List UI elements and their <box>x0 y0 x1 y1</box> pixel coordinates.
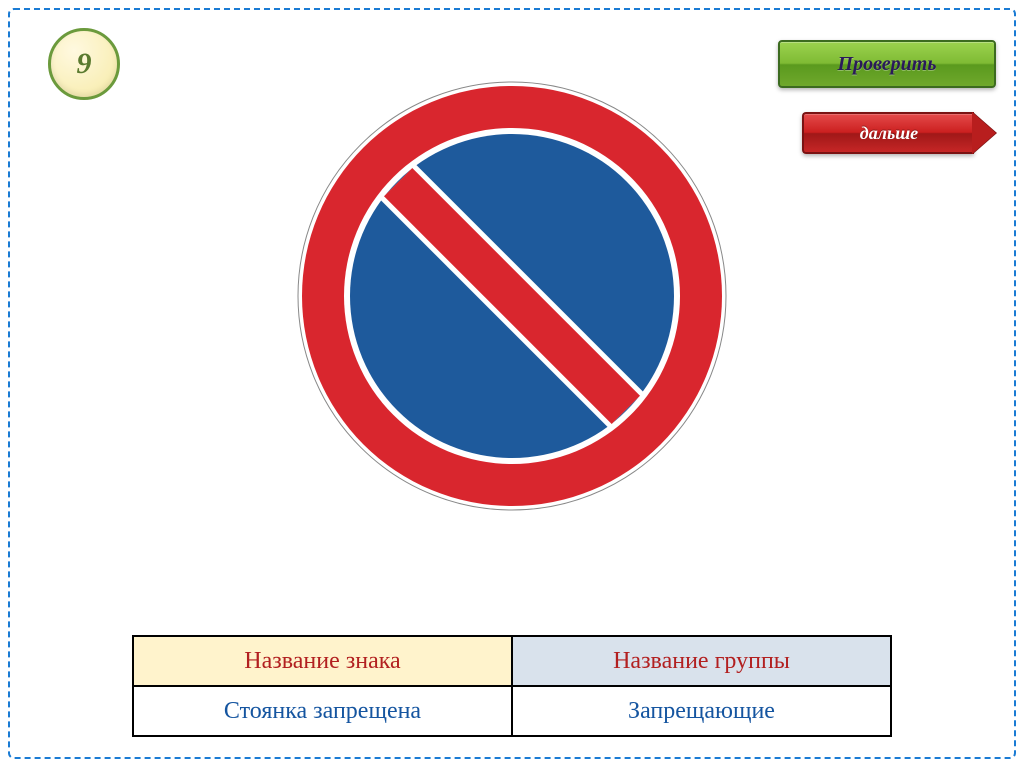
sign-name-header: Название знака <box>133 636 512 686</box>
no-parking-sign-icon <box>296 80 728 512</box>
sign-group-value: Запрещающие <box>512 686 891 736</box>
next-button[interactable]: дальше <box>802 112 998 154</box>
check-button[interactable]: Проверить <box>778 40 996 88</box>
next-button-body: дальше <box>802 112 974 154</box>
table-row: Стоянка запрещена Запрещающие <box>133 686 891 736</box>
answer-table: Название знака Название группы Стоянка з… <box>132 635 892 737</box>
next-button-arrow-icon <box>972 112 996 154</box>
traffic-sign <box>296 80 728 512</box>
check-button-label: Проверить <box>838 53 937 76</box>
table-row: Название знака Название группы <box>133 636 891 686</box>
sign-group-header: Название группы <box>512 636 891 686</box>
question-number: 9 <box>77 47 92 81</box>
next-button-label: дальше <box>860 123 918 144</box>
sign-name-value: Стоянка запрещена <box>133 686 512 736</box>
question-number-badge: 9 <box>48 28 120 100</box>
